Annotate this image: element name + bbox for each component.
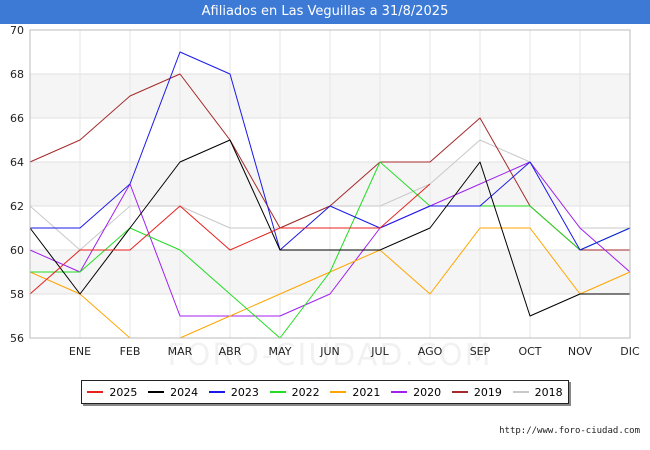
legend-item-2021: 2021 — [330, 386, 380, 399]
x-tick-label: DIC — [620, 345, 640, 358]
legend-item-2023: 2023 — [208, 385, 259, 399]
legend-item-2022: 2022 — [269, 385, 320, 399]
x-tick-label: NOV — [568, 345, 593, 358]
legend-swatch — [330, 391, 347, 393]
legend-swatch — [512, 391, 529, 393]
x-tick-label: JUN — [319, 345, 340, 358]
source-link[interactable]: http://www.foro-ciudad.com — [499, 426, 640, 436]
legend-label: 2021 — [352, 385, 381, 399]
y-tick-label: 58 — [10, 288, 24, 301]
legend-label: 2022 — [291, 385, 320, 399]
x-tick-label: ENE — [69, 345, 91, 358]
legend-item-2018: 2018 — [512, 385, 563, 399]
y-tick-label: 68 — [10, 68, 24, 81]
legend-swatch — [451, 391, 468, 393]
y-tick-label: 66 — [10, 112, 24, 125]
x-tick-label: ABR — [219, 345, 242, 358]
legend-item-2019: 2019 — [451, 385, 502, 399]
y-tick-label: 62 — [10, 200, 24, 213]
legend-label: 2019 — [473, 385, 502, 399]
y-tick-label: 64 — [10, 156, 24, 169]
legend-swatch — [208, 391, 225, 393]
legend-swatch — [148, 391, 165, 393]
chart-legend: 2025 2024 2023 2022 2021 2020 2019 2018 — [81, 380, 569, 404]
legend-swatch — [269, 391, 286, 393]
legend-item-2020: 2020 — [391, 386, 441, 399]
legend-swatch — [391, 391, 408, 393]
x-tick-label: FEB — [120, 345, 141, 358]
series-line-2025 — [29, 183, 431, 295]
x-tick-label: AGO — [418, 345, 443, 358]
series-line-2024 — [29, 139, 630, 317]
legend-label: 2018 — [534, 385, 563, 399]
x-tick-label: SEP — [470, 345, 491, 358]
legend-label: 2020 — [413, 385, 442, 399]
x-tick-label: MAY — [269, 345, 292, 358]
legend-label: 2025 — [109, 385, 138, 399]
legend-label: 2023 — [230, 385, 259, 399]
chart-title: Afiliados en Las Veguillas a 31/8/2025 — [0, 0, 650, 24]
legend-swatch — [87, 391, 104, 393]
x-tick-label: OCT — [518, 345, 541, 358]
legend-item-2025: 2025 — [87, 386, 137, 399]
y-tick-label: 70 — [10, 24, 24, 37]
watermark: FORO-CIUDAD.COM — [168, 338, 493, 373]
x-tick-label: JUL — [370, 345, 389, 358]
y-tick-label: 56 — [10, 332, 24, 345]
plot-frame — [29, 29, 631, 339]
y-tick-label: 60 — [10, 244, 24, 257]
series-line-2023 — [30, 51, 631, 251]
legend-label: 2024 — [170, 385, 199, 399]
legend-item-2024: 2024 — [148, 386, 198, 399]
x-tick-label: MAR — [168, 345, 193, 358]
